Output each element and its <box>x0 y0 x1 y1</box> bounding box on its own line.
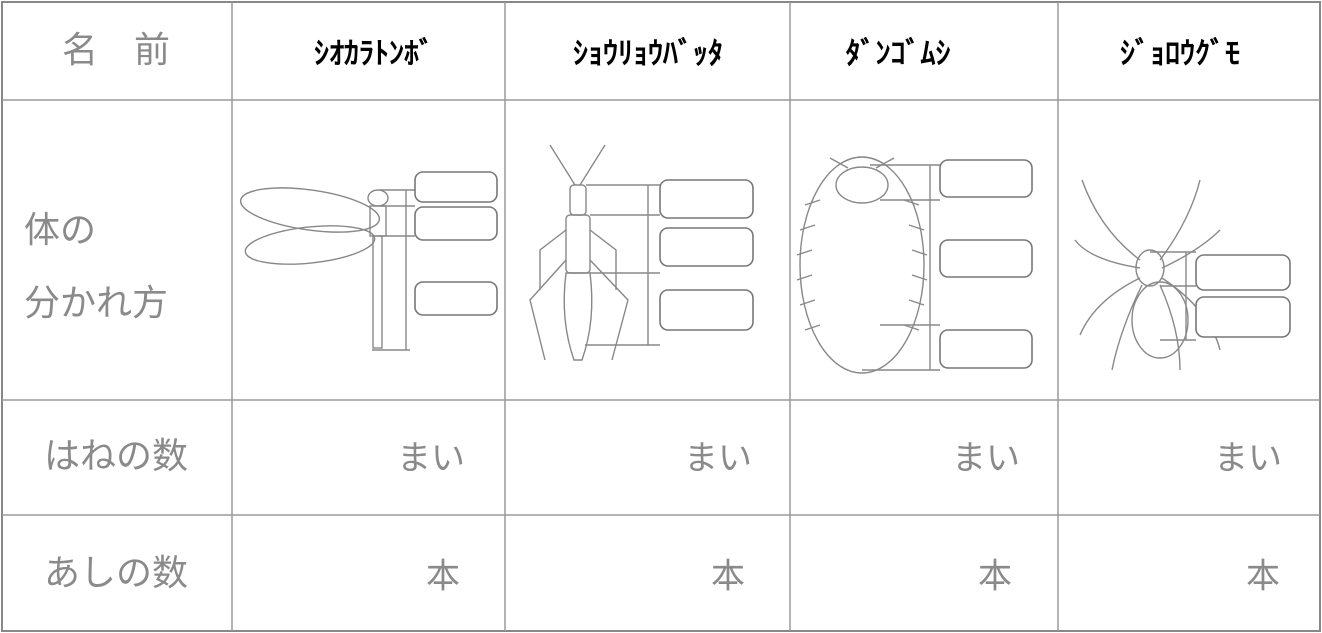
unit: まい <box>397 439 465 479</box>
row-label: 分かれ方 <box>24 283 168 324</box>
row-label: あしの数 <box>44 553 188 594</box>
row-label: はねの数 <box>44 436 188 477</box>
insect-name: ｼｮｳﾘｮｳﾊﾞｯﾀ <box>573 37 723 72</box>
spider-figure <box>1074 179 1291 371</box>
unit: まい <box>952 439 1020 479</box>
dragonfly-figure <box>239 171 498 351</box>
header-label: 名 前 <box>62 30 170 71</box>
grasshopper-figure <box>529 144 754 361</box>
insect-name: ﾀﾞﾝｺﾞﾑｼ <box>846 37 951 72</box>
name-bg <box>282 28 472 76</box>
unit: まい <box>1214 439 1282 479</box>
insect-name: ｼｵｶﾗﾄﾝﾎﾞ <box>314 37 434 72</box>
unit: 本 <box>1246 557 1280 597</box>
row-label: 体の <box>24 210 96 251</box>
insect-name: ｼﾞｮﾛｳｸﾞﾓ <box>1120 37 1240 72</box>
unit: 本 <box>711 557 745 597</box>
unit: まい <box>684 439 752 479</box>
unit: 本 <box>426 557 460 597</box>
unit: 本 <box>978 557 1012 597</box>
pill-bug-figure <box>796 156 1033 374</box>
